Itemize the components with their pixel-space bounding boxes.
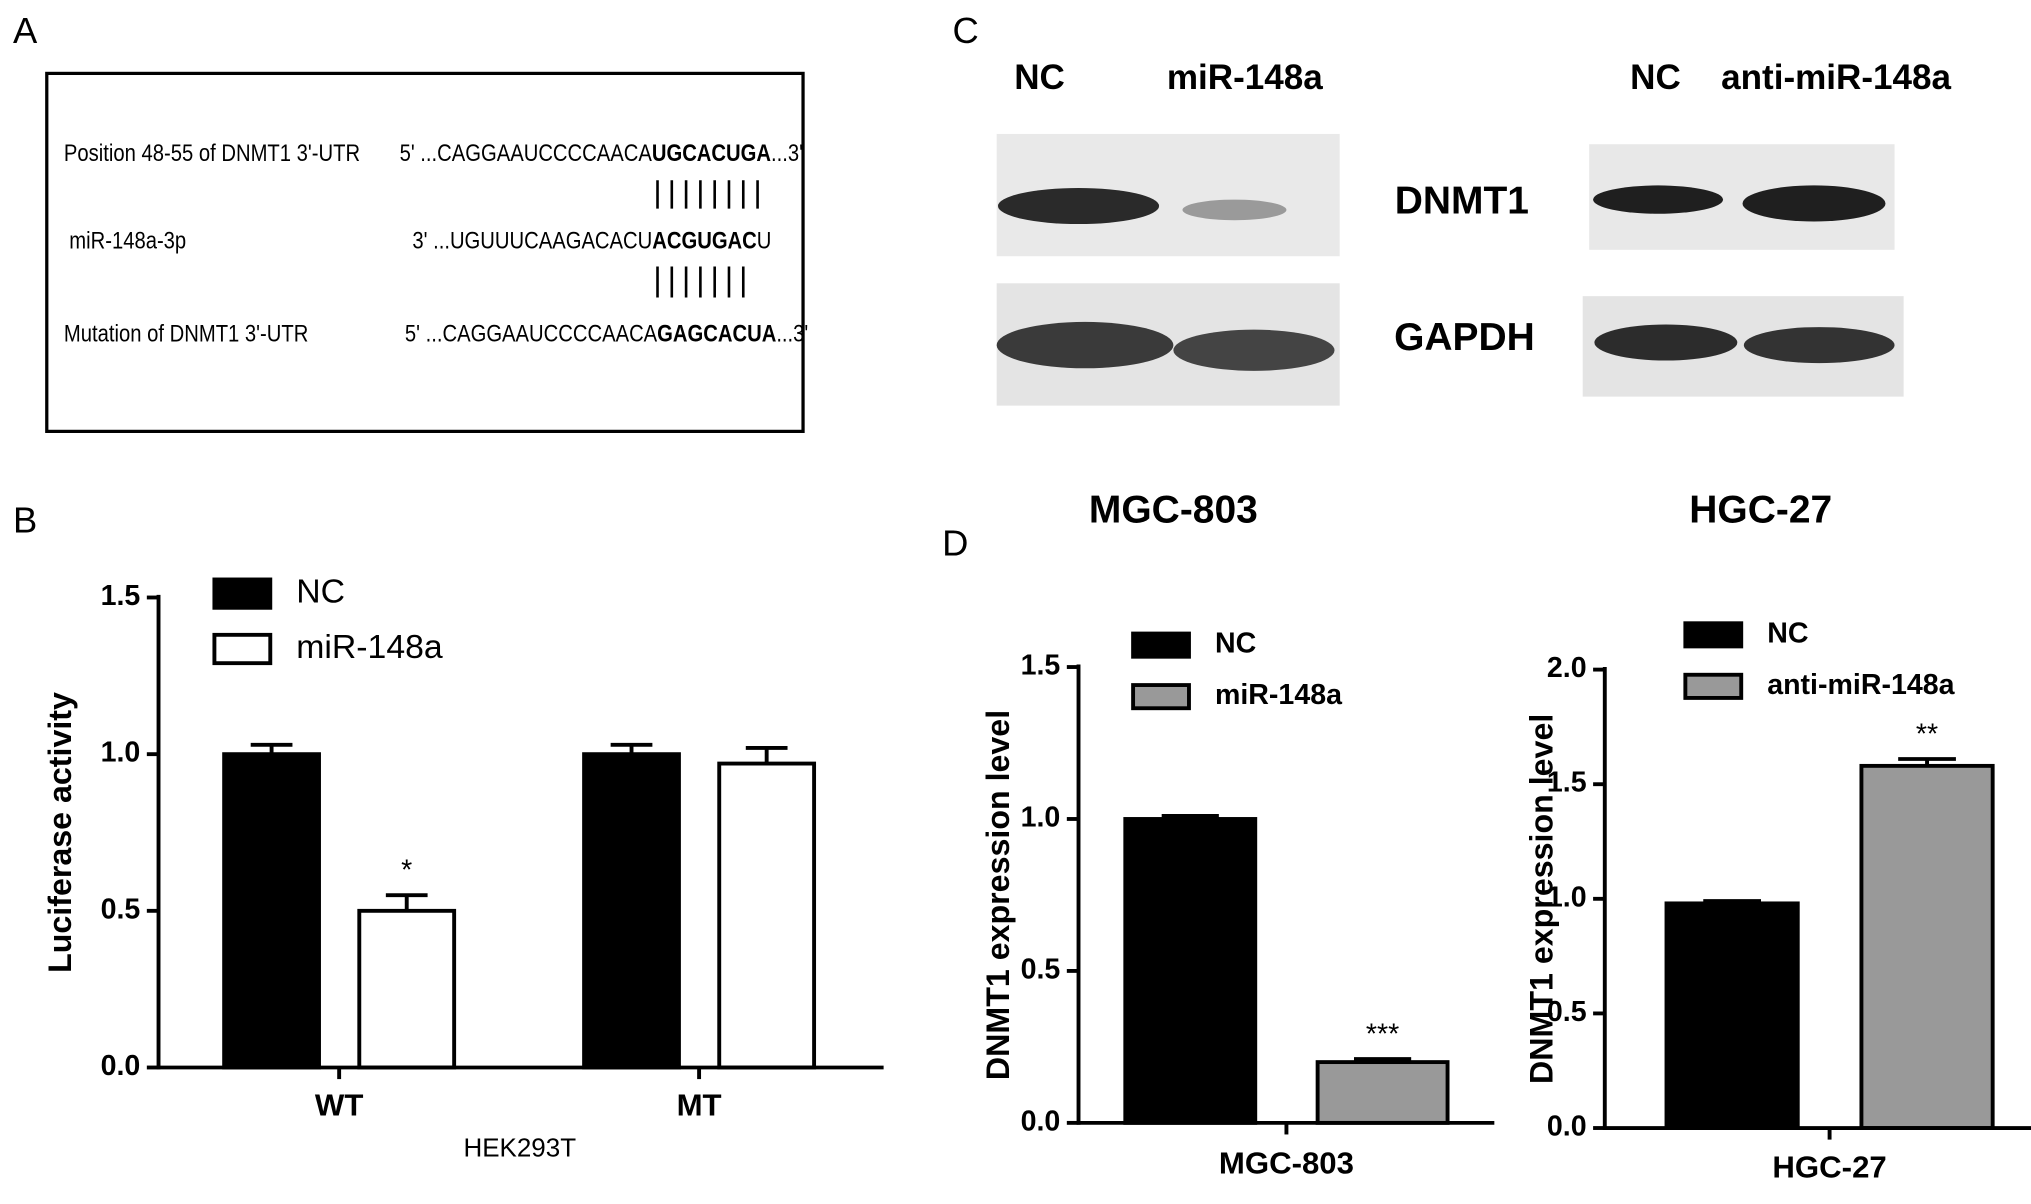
sequence-box [45,71,805,433]
lane-label: NC [1630,58,1681,97]
significance: *** [1366,1018,1399,1050]
seq-part: ...3' [776,319,808,346]
seq-part: ...3' [771,139,803,166]
legend-swatch [1131,683,1191,711]
y-tick-label: 1.5 [1021,650,1061,682]
legend-label: anti-miR-148a [1767,669,1955,701]
y-tick-label: 0.0 [1547,1111,1587,1143]
y-tick-label: 1.0 [1021,802,1061,834]
seq-part: 3' ...UGUUUCAAGACACU [412,227,652,254]
y-tick-label: 1.0 [101,737,141,769]
panel-label: C [952,10,978,51]
protein-label: DNMT1 [1395,180,1529,223]
sequence-rows: Position 48-55 of DNMT1 3'-UTR 5' ...CAG… [64,139,808,347]
y-tick-label: 0.0 [101,1050,141,1082]
y-tick-label: 0.5 [1021,954,1061,986]
legend-label: NC [296,574,345,611]
lane-label: miR-148a [1167,58,1324,97]
bar [717,761,817,1070]
sequence: 5' ...CAGGAAUCCCCAACAUGCACUGA...3' [400,139,803,166]
bar [1859,763,1995,1130]
lane-label: NC [1014,58,1065,97]
legend-label: miR-148a [296,629,443,666]
y-tick-label: 0.0 [1021,1105,1061,1137]
legend-swatch [1131,631,1191,659]
bar [1664,901,1800,1130]
sequence: 3' ...UGUUUCAAGACACUACGUGACU [412,227,771,254]
pairing-lines [656,180,759,298]
blots [996,133,1904,406]
bar [582,752,681,1070]
x-tick-label: HGC-27 [1772,1150,1886,1185]
seq-part: U [757,227,772,254]
seq-seed: ACGUGAC [652,227,757,254]
seq-seed: UGCACUGA [652,139,771,166]
y-tick-label: 1.5 [1547,767,1587,799]
sequence: 5' ...CAGGAAUCCCCAACAGAGCACUA...3' [405,319,808,346]
y-tick-label: 2.0 [1547,652,1587,684]
legend-swatch [1683,621,1744,649]
row-name: miR-148a-3p [69,227,186,254]
significance: * [401,855,412,887]
protein-label: GAPDH [1394,316,1535,359]
bar [357,908,457,1070]
y-tick-label: 0.5 [101,893,141,925]
panel-label: B [13,499,37,540]
bar [222,752,321,1070]
x-axis-label: HEK293T [463,1135,576,1163]
row-name: Mutation of DNMT1 3'-UTR [64,319,308,346]
significance: ** [1916,718,1938,750]
x-tick-label: MT [677,1088,722,1123]
chart-title: HGC-27 [1689,489,1832,532]
y-axis-label: Luciferase activity [42,692,78,973]
bar [1315,1060,1450,1125]
panel-label: D [942,523,968,564]
y-tick-label: 1.0 [1547,881,1587,913]
y-axis-label: DNMT1 expression level [980,710,1016,1080]
blot-labels: NC miR-148a NC anti-miR-148a DNMT1 GAPDH [1014,58,1951,359]
y-axis-label: DNMT1 expression level [1523,714,1559,1084]
y-tick-label: 1.5 [101,580,141,612]
row-name: Position 48-55 of DNMT1 3'-UTR [64,139,360,166]
bar [1123,817,1258,1125]
legend-label: miR-148a [1215,679,1342,711]
x-tick-label: MGC-803 [1219,1146,1354,1181]
seq-seed: GAGCACUA [657,319,776,346]
legend-swatch [212,577,273,610]
seq-part: 5' ...CAGGAAUCCCCAACA [400,139,652,166]
legend-label: NC [1215,628,1256,660]
x-tick-label: WT [315,1088,364,1123]
lane-label: anti-miR-148a [1721,58,1952,97]
seq-part: 5' ...CAGGAAUCCCCAACA [405,319,657,346]
legend-swatch [1683,672,1744,700]
legend-label: NC [1767,617,1808,649]
chart-title: MGC-803 [1089,489,1258,532]
panel-label: A [13,10,38,51]
legend-swatch [212,632,273,666]
y-tick-label: 0.5 [1547,996,1587,1028]
